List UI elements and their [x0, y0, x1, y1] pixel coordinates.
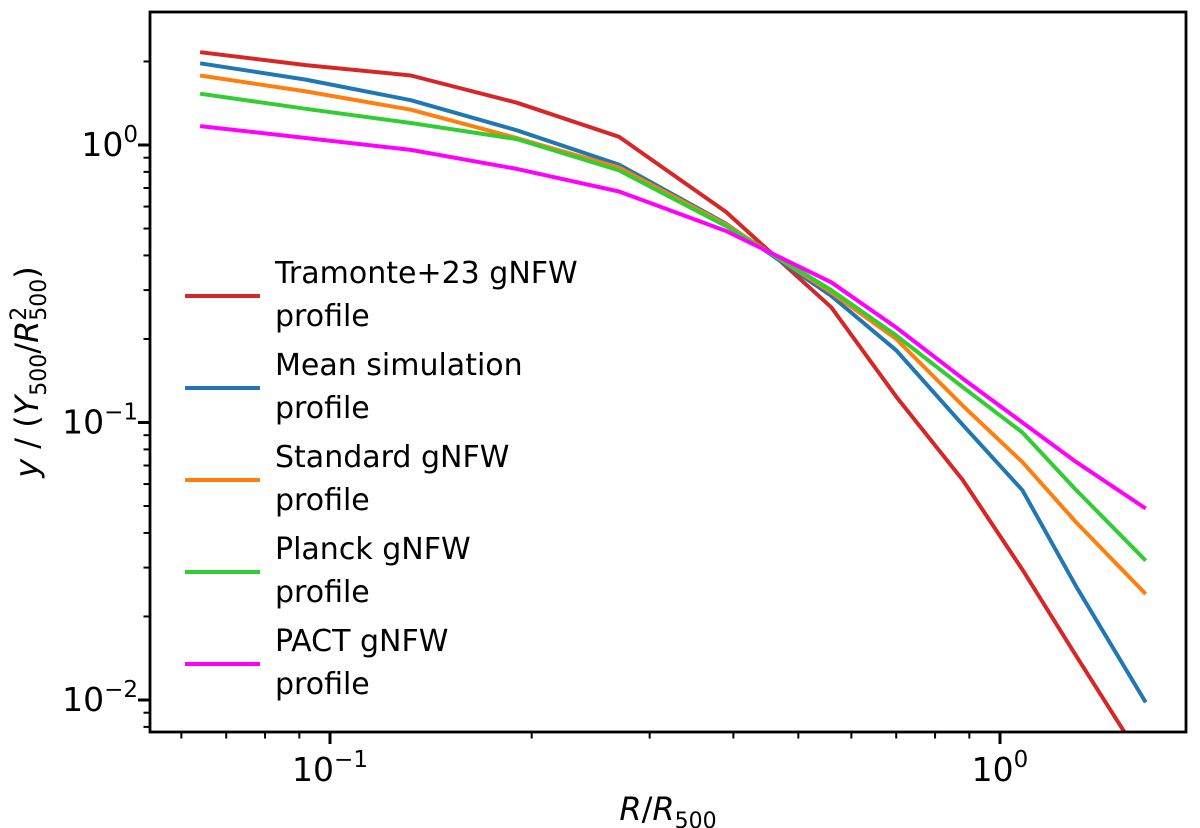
- legend-item-standard-gnfw-profile: Standard gNFW profile: [185, 440, 509, 518]
- y-tick-label: 10−1: [62, 400, 138, 442]
- legend-label-line1: Standard gNFW: [275, 440, 509, 475]
- axis-ticks: [138, 60, 1002, 744]
- x-tick-label: 10−1: [292, 747, 368, 789]
- plot-area: [199, 50, 1148, 732]
- legend-item-tramonte-23-gnfw-profile: Tramonte+23 gNFW profile: [185, 256, 578, 334]
- legend-item-pact-gnfw-profile: PACT gNFW profile: [185, 624, 448, 702]
- plot-border: [148, 10, 1188, 734]
- legend-label-line2: profile: [275, 483, 370, 518]
- legend-item-mean-simulation-profile: Mean simulation profile: [185, 348, 523, 426]
- y-axis-label: y / (Y500/R2500): [7, 266, 52, 479]
- y-tick-label: 10−2: [62, 677, 138, 719]
- legend-item-planck-gnfw-profile: Planck gNFW profile: [185, 532, 471, 610]
- y-tick-label: 100: [81, 122, 138, 164]
- x-tick-label: 100: [972, 747, 1029, 789]
- legend-label-line2: profile: [275, 575, 370, 610]
- curve-pact-gnfw-profile: [199, 124, 1147, 511]
- legend-label-line2: profile: [275, 391, 370, 426]
- legend-label-line2: profile: [275, 299, 370, 334]
- legend: Tramonte+23 gNFW profile Mean simulation pr…: [185, 256, 578, 702]
- x-axis-label: R/R500: [619, 790, 716, 828]
- legend-label-line1: Planck gNFW: [275, 532, 471, 567]
- legend-label-line1: Mean simulation: [275, 348, 523, 383]
- legend-label-line2: profile: [275, 667, 370, 702]
- legend-label-line1: Tramonte+23 gNFW: [274, 256, 578, 291]
- legend-label-line1: PACT gNFW: [275, 624, 448, 659]
